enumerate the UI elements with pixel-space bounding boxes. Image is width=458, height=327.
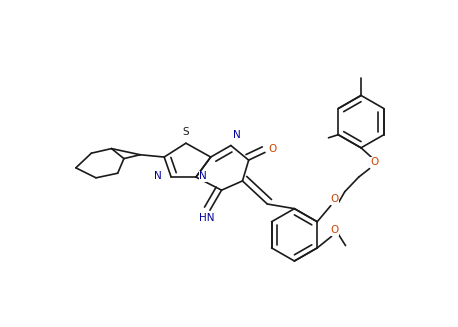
Text: O: O bbox=[268, 144, 277, 154]
Text: O: O bbox=[331, 194, 339, 204]
Text: HN: HN bbox=[199, 213, 215, 223]
Text: N: N bbox=[199, 171, 207, 181]
Text: O: O bbox=[331, 225, 339, 235]
Text: N: N bbox=[154, 171, 162, 181]
Text: O: O bbox=[371, 157, 379, 167]
Text: S: S bbox=[183, 127, 189, 137]
Text: N: N bbox=[233, 130, 241, 140]
